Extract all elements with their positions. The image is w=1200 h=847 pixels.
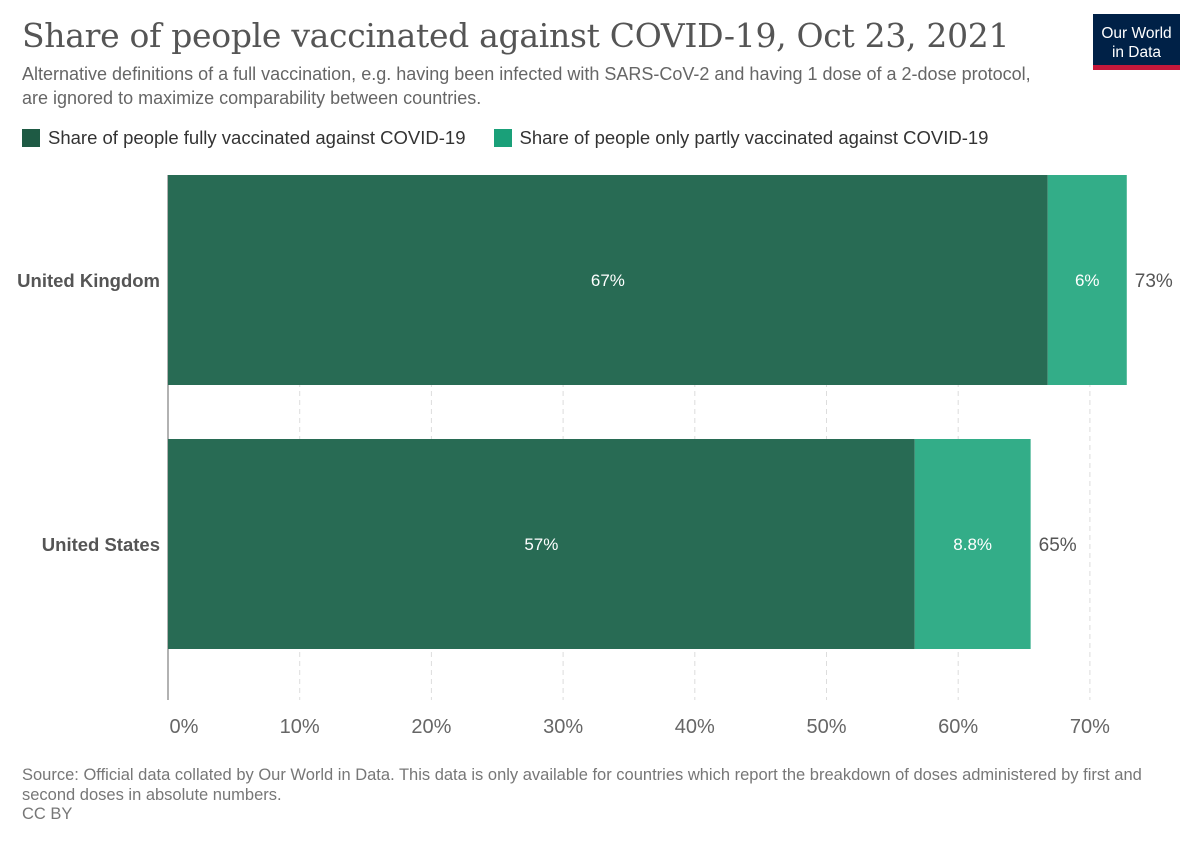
category-label: United States bbox=[42, 534, 160, 555]
license-note: CC BY bbox=[22, 805, 73, 823]
chart-subtitle: Alternative definitions of a full vaccin… bbox=[22, 64, 1031, 108]
legend-swatch-fully bbox=[22, 129, 40, 147]
chart-legend: Share of people fully vaccinated against… bbox=[22, 127, 1016, 149]
data-label-fully: 67% bbox=[591, 271, 625, 290]
x-tick-label: 20% bbox=[411, 716, 451, 738]
x-tick-label: 70% bbox=[1070, 716, 1110, 738]
data-label-fully: 57% bbox=[524, 535, 558, 554]
x-tick-label: 50% bbox=[806, 716, 846, 738]
logo-line-2: in Data bbox=[1111, 44, 1162, 61]
bar-fully-1 bbox=[168, 439, 915, 649]
bar-partly-1 bbox=[914, 439, 1031, 649]
bar-chart: 0% 10% 20% 30% 40% 50% 60% 70% 67% 6% 73% United Ki… bbox=[17, 175, 1173, 738]
legend-item-partly[interactable]: Share of people only partly vaccinated a… bbox=[493, 127, 989, 149]
legend-label-partly: Share of people only partly vaccinated a… bbox=[519, 127, 989, 148]
x-tick-label: 60% bbox=[938, 716, 978, 738]
total-label: 65% bbox=[1039, 535, 1077, 556]
legend-item-fully[interactable]: Share of people fully vaccinated against… bbox=[22, 127, 466, 149]
bar-fully-0 bbox=[168, 175, 1048, 385]
data-label-partly: 8.8% bbox=[953, 535, 992, 554]
owid-logo[interactable]: Our World in Data bbox=[1093, 14, 1180, 70]
legend-swatch-partly bbox=[493, 129, 512, 147]
legend-label-fully: Share of people fully vaccinated against… bbox=[48, 127, 466, 148]
chart-footer: Source: Official data collated by Our Wo… bbox=[22, 766, 1192, 825]
source-note: Source: Official data collated by Our Wo… bbox=[22, 766, 1142, 804]
x-tick-label: 30% bbox=[543, 716, 583, 738]
bar-partly-0 bbox=[1047, 175, 1127, 385]
x-tick-label: 10% bbox=[280, 716, 320, 738]
total-label: 73% bbox=[1135, 271, 1173, 292]
chart-title: Share of people vaccinated against COVID… bbox=[22, 16, 1010, 55]
logo-line-1: Our World bbox=[1101, 25, 1172, 42]
x-tick-label: 0% bbox=[170, 716, 199, 738]
x-tick-label: 40% bbox=[675, 716, 715, 738]
category-label: United Kingdom bbox=[17, 270, 160, 291]
data-label-partly: 6% bbox=[1075, 271, 1100, 290]
